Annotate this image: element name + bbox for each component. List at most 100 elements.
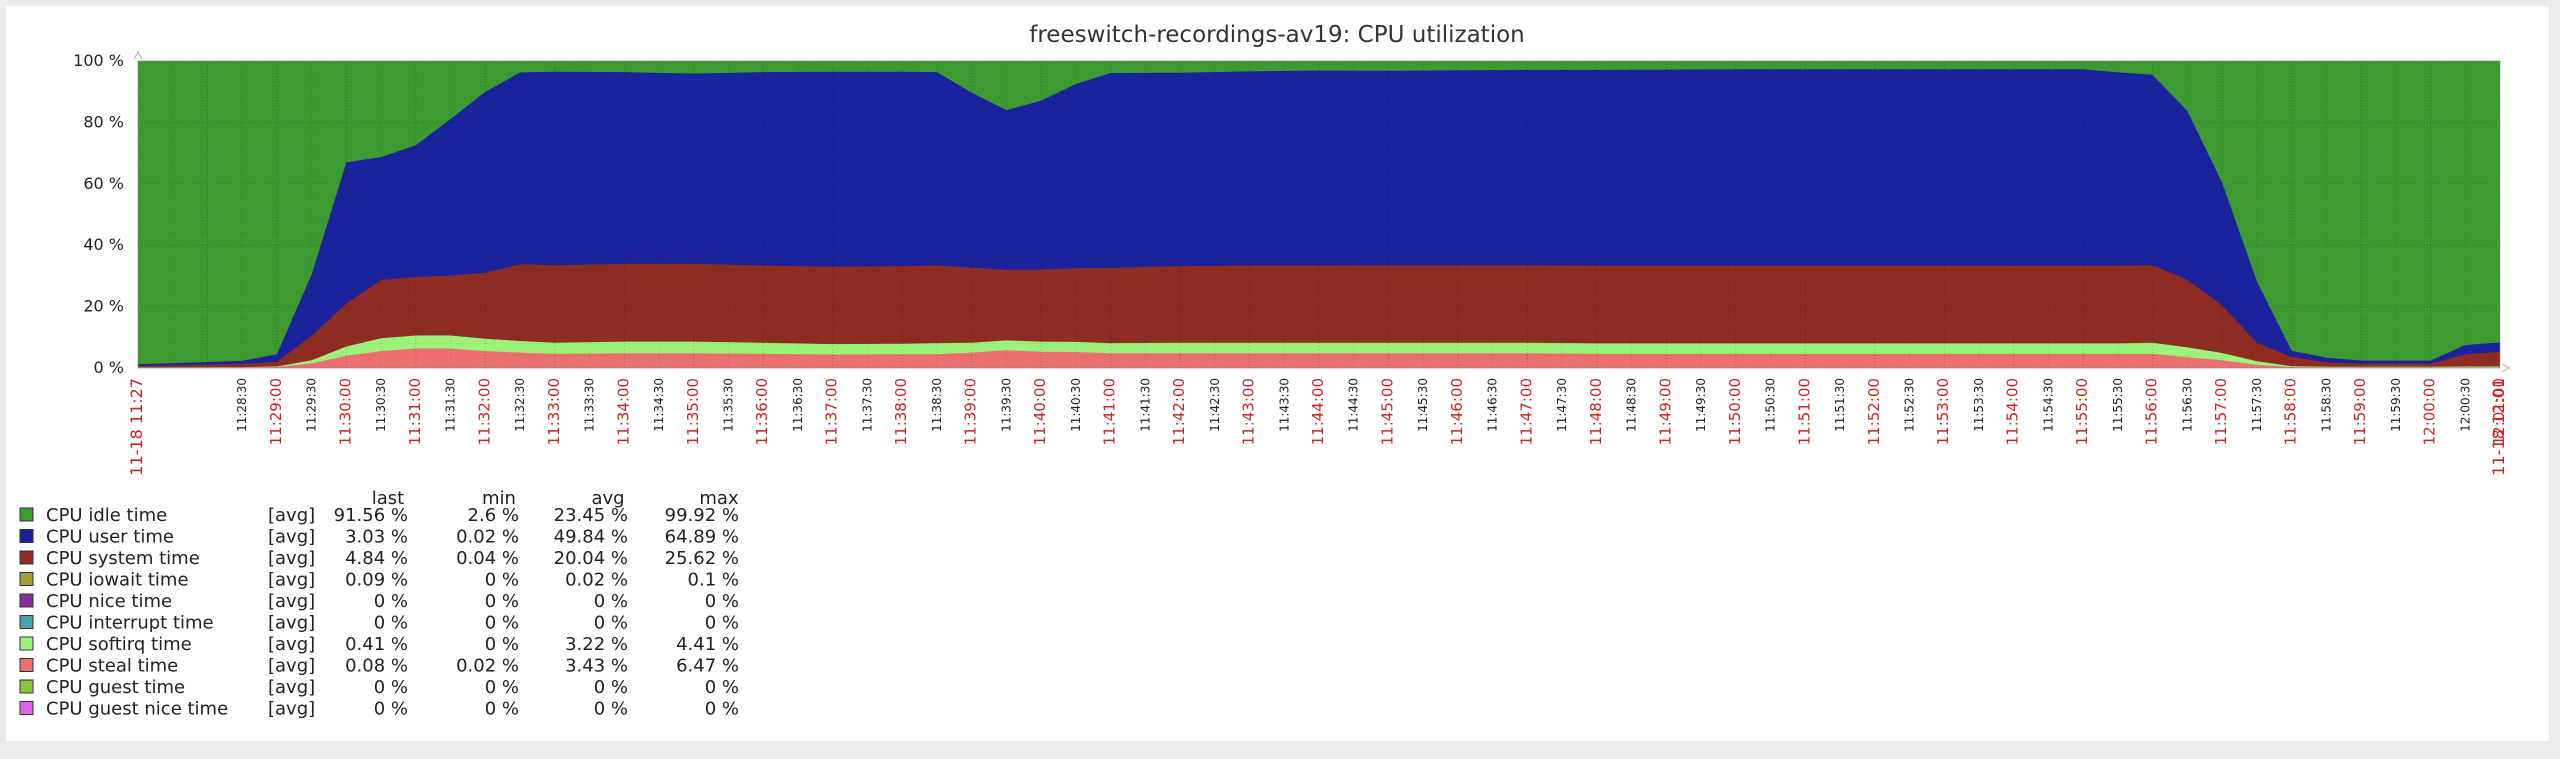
legend-min-value: 0 % (485, 613, 519, 634)
legend-label-cpu-steal-time: CPU steal time (46, 656, 178, 677)
y-tick-label: 80 % (83, 112, 124, 131)
legend-avg-value: 0 % (594, 699, 628, 720)
legend-function: [avg] (268, 548, 315, 569)
legend-max-value: 6.47 % (676, 656, 739, 677)
legend-max-value: 0 % (705, 591, 739, 612)
legend-swatch-cpu-idle-time (19, 507, 34, 522)
legend-swatch-cpu-iowait-time (19, 572, 34, 586)
x-tick-label: 11:31:00 (406, 378, 424, 445)
legend-function: [avg] (268, 570, 315, 591)
x-tick-label: 11:55:00 (2073, 378, 2091, 445)
x-tick-label: 11:30:30 (374, 378, 388, 432)
legend-avg-value: 3.22 % (565, 634, 628, 655)
x-tick-label: 11:39:00 (962, 378, 980, 445)
x-tick-label: 11:47:30 (1555, 378, 1569, 432)
x-tick-label: 11:41:30 (1138, 378, 1152, 432)
x-tick-label: 11:36:00 (753, 378, 771, 445)
legend-min-value: 2.6 % (468, 505, 519, 526)
x-tick-label: 11:49:30 (1694, 378, 1708, 432)
legend-min-value: 0 % (485, 591, 519, 612)
x-tick-label: 11:46:00 (1448, 378, 1466, 445)
legend-swatch-cpu-softirq-time (19, 636, 34, 651)
legend-swatch-cpu-nice-time (19, 593, 34, 608)
legend-last-value: 3.03 % (345, 527, 408, 548)
legend-avg-value: 0 % (594, 591, 628, 612)
x-tick-label: 11:57:00 (2212, 378, 2230, 445)
x-tick-label: 11:29:00 (267, 378, 285, 445)
x-tick-label: 11:58:30 (2319, 378, 2333, 432)
legend-avg-value: 0 % (594, 677, 628, 698)
legend-function: [avg] (268, 699, 315, 720)
legend-label-cpu-nice-time: CPU nice time (46, 591, 172, 612)
legend-swatch-cpu-guest-nice-time (19, 701, 34, 715)
x-tick-label: 11:53:30 (1972, 378, 1986, 432)
x-tick-label-end: 11-18 12:01 (2489, 378, 2508, 476)
legend-last-value: 4.84 % (345, 548, 408, 569)
legend-label-cpu-iowait-time: CPU iowait time (46, 570, 189, 591)
x-tick-label: 11:39:30 (999, 378, 1013, 432)
legend-last-value: 91.56 % (334, 505, 408, 526)
legend-swatch-cpu-steal-time (19, 658, 34, 672)
legend-swatch-cpu-user-time (19, 529, 34, 543)
x-tick-label: 11:56:30 (2180, 378, 2194, 432)
x-tick-label: 11:55:30 (2111, 378, 2125, 432)
x-tick-label: 11:46:30 (1486, 378, 1500, 432)
x-tick-label: 11:43:30 (1277, 378, 1291, 432)
legend-min-value: 0.02 % (456, 527, 519, 548)
x-tick-label: 11:35:00 (684, 378, 702, 445)
chart-title: freeswitch-recordings-av19: CPU utilizat… (1029, 22, 1525, 48)
legend-avg-value: 23.45 % (554, 505, 628, 526)
legend-last-value: 0 % (374, 677, 408, 698)
legend-header-last: last (372, 488, 404, 509)
legend-label-cpu-system-time: CPU system time (46, 548, 200, 569)
legend-max-value: 25.62 % (665, 548, 739, 569)
x-tick-label: 11:53:00 (1934, 378, 1952, 445)
x-tick-label: 12:00:00 (2421, 378, 2439, 445)
legend-min-value: 0 % (485, 570, 519, 591)
legend-avg-value: 20.04 % (554, 548, 628, 569)
x-tick-label: 11:48:00 (1587, 378, 1605, 445)
y-tick-label: 60 % (83, 174, 124, 193)
x-tick-label: 11:38:00 (892, 378, 910, 445)
legend-label-cpu-user-time: CPU user time (46, 527, 174, 548)
series-area-cpu-steal-time (138, 348, 2500, 368)
x-tick-label: 11:29:30 (305, 378, 319, 432)
x-tick-label: 11:32:30 (513, 378, 527, 432)
x-tick-label: 11:52:00 (1865, 378, 1883, 445)
legend-last-value: 0.09 % (345, 570, 408, 591)
x-tick-label: 11:38:30 (930, 378, 944, 432)
x-tick-label: 11:51:00 (1795, 378, 1813, 445)
y-tick-label: 20 % (83, 297, 124, 316)
x-tick-label: 11:51:30 (1833, 378, 1847, 432)
y-tick-label: 100 % (73, 51, 124, 70)
legend-function: [avg] (268, 591, 315, 612)
x-tick-label: 11:54:30 (2041, 378, 2055, 432)
x-tick-label: 11:54:00 (2004, 378, 2022, 445)
x-tick-label: 11:34:00 (614, 378, 632, 445)
x-tick-label: 11:44:00 (1309, 378, 1327, 445)
legend-min-value: 0 % (485, 699, 519, 720)
legend-avg-value: 49.84 % (554, 527, 628, 548)
x-tick-label: 11:36:30 (791, 378, 805, 432)
legend-function: [avg] (268, 677, 315, 698)
legend-function: [avg] (268, 505, 315, 526)
cpu-utilization-chart: freeswitch-recordings-av19: CPU utilizat… (19, 22, 2511, 720)
x-tick-label-start: 11-18 11:27 (127, 378, 146, 476)
legend-swatch-cpu-guest-time (19, 679, 34, 694)
x-tick-label: 11:32:00 (475, 378, 493, 445)
legend-function: [avg] (268, 656, 315, 677)
legend: last min avg max CPU idle time [avg] 91.56 % 2.… (19, 488, 739, 720)
legend-max-value: 4.41 % (676, 634, 739, 655)
x-tick-label: 11:34:30 (652, 378, 666, 432)
legend-max-value: 0 % (705, 699, 739, 720)
x-tick-label: 11:30:00 (336, 378, 354, 445)
x-tick-label: 11:59:30 (2389, 378, 2403, 432)
legend-label-cpu-idle-time: CPU idle time (46, 505, 167, 526)
legend-avg-value: 0.02 % (565, 570, 628, 591)
legend-last-value: 0 % (374, 591, 408, 612)
series-area-cpu-system-time (138, 263, 2500, 368)
x-tick-label: 11:48:30 (1625, 378, 1639, 432)
x-tick-label: 11:41:00 (1101, 378, 1119, 445)
legend-header-min: min (482, 488, 516, 509)
legend-max-value: 0 % (705, 613, 739, 634)
